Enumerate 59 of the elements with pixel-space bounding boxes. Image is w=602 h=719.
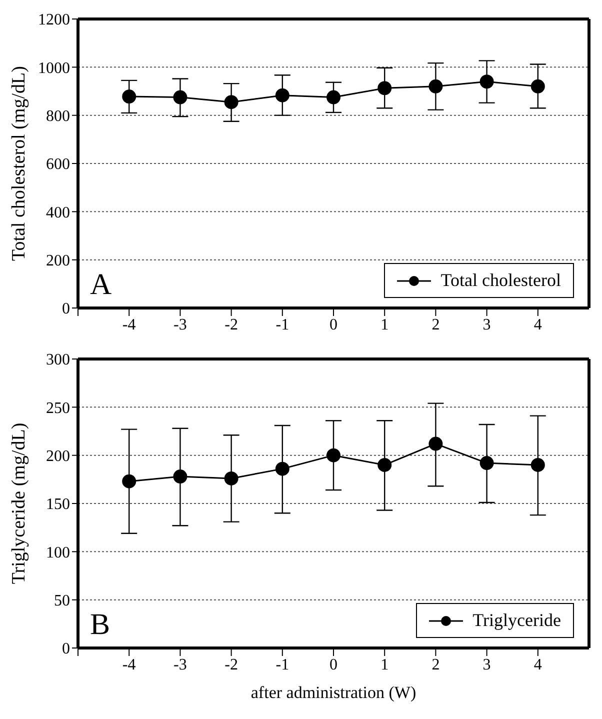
y-tick-label: 0 bbox=[62, 640, 70, 658]
annotation: B bbox=[90, 608, 110, 642]
y-tick-label: 50 bbox=[54, 592, 70, 610]
point bbox=[428, 79, 443, 94]
legend-box: Total cholesterol bbox=[384, 263, 574, 298]
x-tick-label: 3 bbox=[482, 316, 491, 334]
y-tick-label: 1000 bbox=[38, 60, 70, 77]
x-tick-label: -4 bbox=[122, 316, 136, 334]
x-tick-label: -3 bbox=[174, 316, 187, 334]
x-tick-label: 2 bbox=[432, 316, 440, 334]
y-axis-title: Total cholesterol (mg/dL) bbox=[8, 66, 30, 261]
x-tick-label: -1 bbox=[276, 316, 290, 334]
x-tick-label: 4 bbox=[534, 656, 542, 674]
point bbox=[275, 88, 290, 102]
annotation: A bbox=[90, 268, 112, 302]
x-tick-label: 1 bbox=[380, 316, 389, 334]
point bbox=[530, 79, 545, 94]
y-tick-label: 200 bbox=[46, 252, 70, 270]
point bbox=[378, 81, 392, 96]
point bbox=[378, 458, 392, 472]
x-tick-label: 0 bbox=[330, 656, 338, 674]
x-tick-label: -4 bbox=[122, 656, 136, 674]
x-tick-label: 4 bbox=[534, 316, 542, 334]
y-tick-label: 800 bbox=[46, 108, 70, 126]
point bbox=[480, 74, 494, 89]
point bbox=[173, 470, 188, 484]
x-tick-label: 2 bbox=[432, 656, 440, 674]
y-axis-title: Triglyceride (mg/dL) bbox=[8, 422, 30, 584]
x-tick-label: 3 bbox=[482, 656, 491, 674]
x-tick-label: 1 bbox=[380, 656, 389, 674]
point bbox=[326, 448, 340, 462]
x-tick-label: -1 bbox=[276, 656, 290, 674]
y-tick-label: 600 bbox=[46, 156, 70, 174]
legend-label: Triglyceride bbox=[472, 610, 561, 631]
point bbox=[530, 458, 545, 472]
y-tick-label: 0 bbox=[62, 300, 70, 318]
legend-box: Triglyceride bbox=[416, 603, 574, 638]
point bbox=[480, 456, 494, 470]
y-tick-label: 1200 bbox=[38, 12, 70, 29]
x-tick-label: 0 bbox=[330, 316, 338, 334]
point bbox=[224, 95, 238, 110]
y-tick-label: 250 bbox=[46, 400, 70, 417]
x-axis-title: after administration (W) bbox=[250, 683, 416, 702]
point bbox=[173, 90, 188, 104]
legend-label: Total cholesterol bbox=[440, 270, 561, 291]
point bbox=[122, 474, 136, 488]
x-tick-label: -2 bbox=[224, 316, 238, 334]
y-tick-label: 300 bbox=[46, 352, 70, 369]
point bbox=[122, 90, 136, 104]
y-tick-label: 200 bbox=[46, 448, 70, 466]
y-tick-label: 400 bbox=[46, 204, 70, 222]
x-tick-label: -2 bbox=[224, 656, 238, 674]
point bbox=[326, 90, 340, 104]
point bbox=[275, 462, 290, 476]
point bbox=[224, 471, 238, 486]
point bbox=[428, 436, 443, 451]
y-tick-label: 100 bbox=[46, 544, 70, 562]
x-tick-label: -3 bbox=[174, 656, 187, 674]
y-tick-label: 150 bbox=[46, 496, 70, 514]
